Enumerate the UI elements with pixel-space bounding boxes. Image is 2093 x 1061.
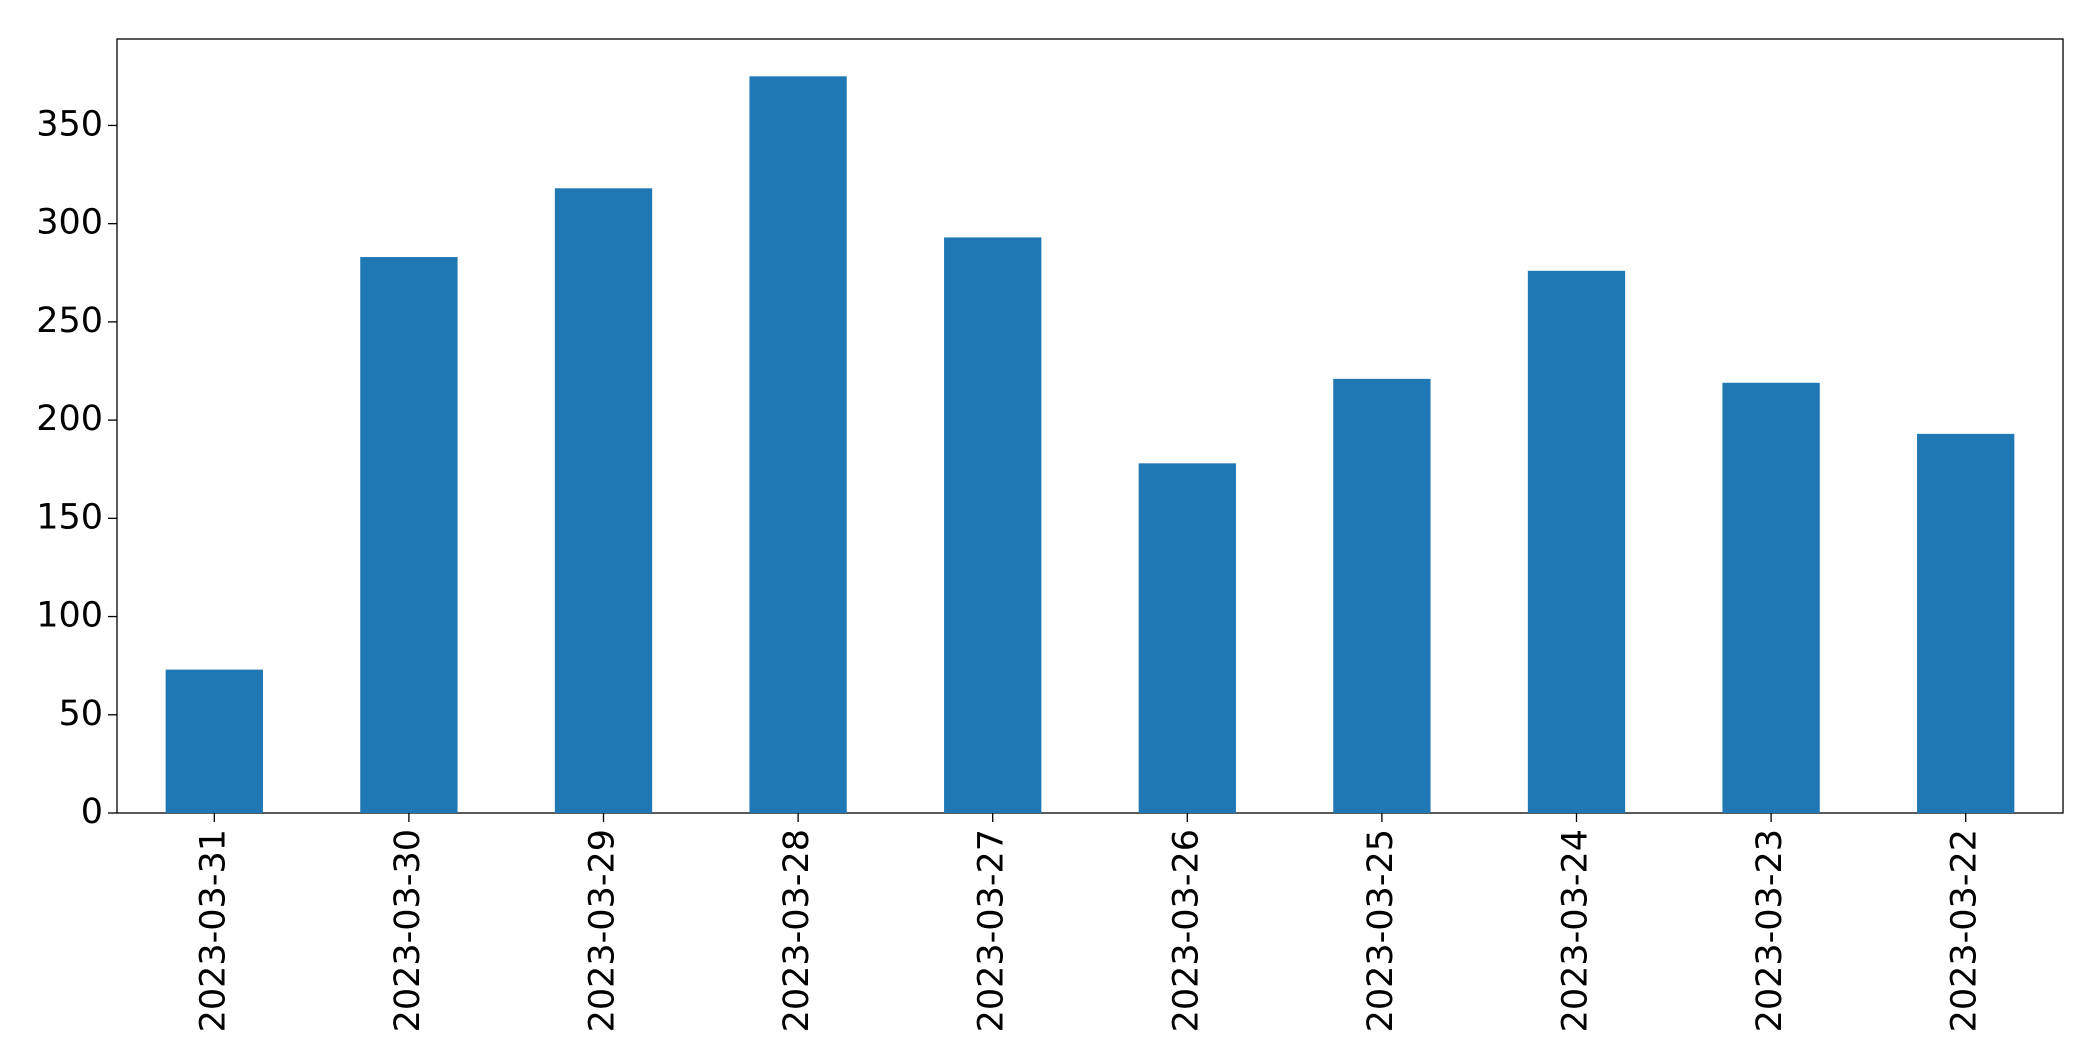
x-tick-label: 2023-03-29 xyxy=(583,829,623,1032)
y-tick-label: 100 xyxy=(36,596,103,636)
x-tick-label: 2023-03-22 xyxy=(1945,829,1985,1032)
bar xyxy=(1917,433,2015,813)
bar xyxy=(1138,463,1236,813)
plot-frame xyxy=(116,38,2064,814)
x-tick-label: 2023-03-23 xyxy=(1750,829,1790,1032)
bar xyxy=(165,669,263,813)
x-tick-label: 2023-03-26 xyxy=(1166,829,1206,1032)
y-tick-label: 50 xyxy=(58,694,103,734)
bar xyxy=(1527,270,1626,813)
bar xyxy=(944,237,1042,814)
y-tick-label: 300 xyxy=(36,203,103,243)
y-tick-label: 250 xyxy=(36,301,103,341)
y-tick-label: 200 xyxy=(36,399,103,439)
x-tick-label: 2023-03-30 xyxy=(388,829,428,1032)
bar xyxy=(554,188,653,813)
bar xyxy=(1722,382,1820,813)
bar xyxy=(1333,378,1431,813)
x-tick-label: 2023-03-27 xyxy=(972,829,1012,1032)
x-tick-label: 2023-03-24 xyxy=(1556,829,1596,1032)
bar xyxy=(360,257,458,813)
bar xyxy=(749,76,847,813)
y-tick-label: 350 xyxy=(36,104,103,144)
x-tick-label: 2023-03-28 xyxy=(777,829,817,1032)
x-tick-label: 2023-03-31 xyxy=(193,829,233,1032)
y-tick-label: 0 xyxy=(81,792,103,832)
y-tick-label: 150 xyxy=(36,497,103,537)
x-tick-label: 2023-03-25 xyxy=(1361,829,1401,1032)
